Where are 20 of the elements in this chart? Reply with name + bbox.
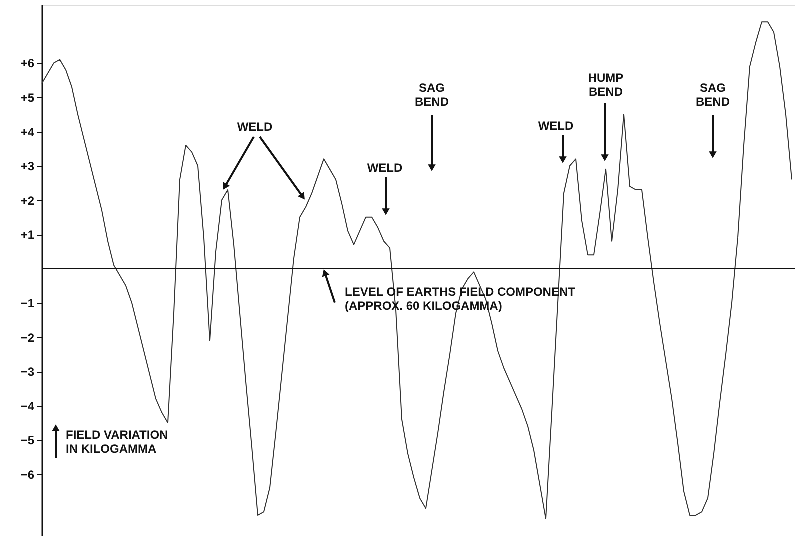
y-axis-title: FIELD VARIATION IN KILOGAMMA — [66, 428, 168, 456]
y-tick-label: −3 — [20, 365, 35, 380]
annotation: WELD — [237, 120, 273, 134]
annotation: WELD — [367, 161, 403, 175]
y-tick-label: −5 — [20, 434, 35, 448]
y-tick-label: −2 — [20, 330, 35, 345]
y-tick-label: +3 — [20, 160, 35, 174]
annotation: HUMP BEND — [588, 71, 624, 99]
y-tick-label: −1 — [20, 296, 35, 311]
annotation: SAG BEND — [696, 81, 730, 109]
y-tick-label: −6 — [20, 468, 35, 482]
y-tick-label: −4 — [20, 399, 35, 414]
y-tick-label: +1 — [20, 228, 35, 242]
y-tick-label: +2 — [20, 194, 35, 208]
y-tick-label: +4 — [20, 125, 35, 140]
line-series — [42, 22, 792, 520]
y-tick-label: +6 — [20, 56, 35, 71]
annotation: WELD — [538, 119, 574, 133]
annotation: SAG BEND — [414, 81, 450, 109]
y-tick-label: +5 — [20, 90, 35, 105]
